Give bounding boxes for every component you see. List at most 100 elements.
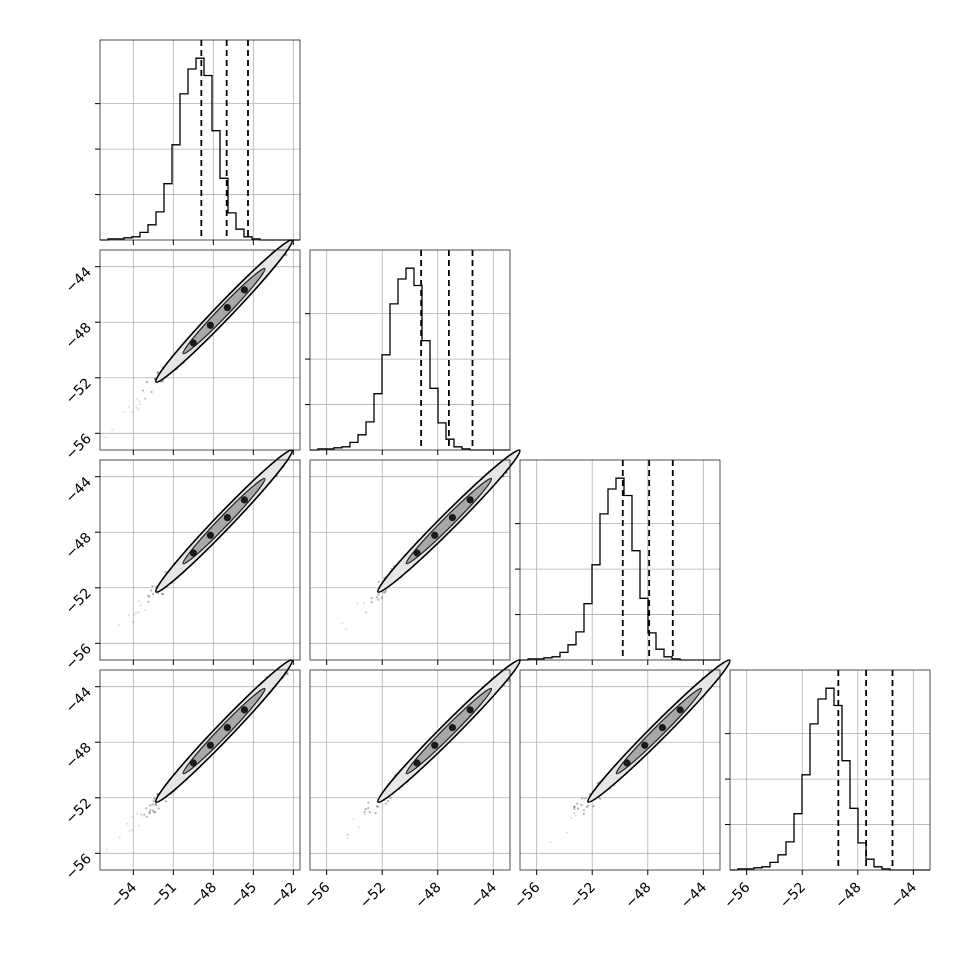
sample-point <box>367 801 370 804</box>
x-tick-label: −45 <box>228 880 260 912</box>
sample-point <box>157 807 160 810</box>
x-tick-label: −48 <box>622 880 654 912</box>
y-tick-label: −56 <box>63 431 95 463</box>
sample-point <box>162 593 165 596</box>
sample-point <box>151 803 154 806</box>
sample-point <box>375 805 378 808</box>
sample-point <box>164 800 168 803</box>
sample-point <box>377 580 380 583</box>
panel-background <box>100 460 300 660</box>
sample-point <box>156 372 159 375</box>
sample-point <box>364 610 367 614</box>
histogram-step <box>310 267 510 451</box>
sample-point <box>137 600 140 603</box>
histogram-step <box>730 687 930 871</box>
density-peak <box>431 741 439 749</box>
density-peak <box>189 759 197 767</box>
sample-point <box>147 600 150 603</box>
density-peak <box>641 741 649 749</box>
sample-point <box>574 814 577 817</box>
scatter-panel-3-1: −56 −52 −48 −44 <box>301 659 521 912</box>
histogram-step <box>100 57 300 241</box>
hist-panel-3: −56 −52 −48 −44 <box>721 669 931 912</box>
sample-point <box>117 624 120 627</box>
x-tick-label: −52 <box>357 880 389 912</box>
sample-point <box>104 435 107 439</box>
y-tick-label: −52 <box>63 585 95 617</box>
x-tick-label: −44 <box>678 879 710 911</box>
sample-point <box>358 826 361 829</box>
sample-point <box>384 802 387 805</box>
sample-point <box>150 589 153 592</box>
density-peak <box>206 531 214 539</box>
sample-point <box>161 379 164 383</box>
sample-point <box>131 410 134 413</box>
sample-point <box>380 596 383 599</box>
sample-point <box>580 803 583 807</box>
sample-point <box>139 813 142 816</box>
scatter-panel-1-0: −44 −48 −52 −56 <box>63 239 301 463</box>
sample-point <box>573 807 576 811</box>
sample-point <box>384 591 387 594</box>
panel-frame <box>309 249 511 451</box>
sample-point <box>141 389 145 392</box>
sample-point <box>587 804 590 807</box>
scatter-panel-2-1 <box>309 449 521 665</box>
sample-point <box>151 585 154 588</box>
panel-background <box>310 250 510 450</box>
sample-point <box>367 807 370 810</box>
x-tick-label: −48 <box>832 880 864 912</box>
sample-point <box>375 596 378 599</box>
sample-point <box>346 836 349 840</box>
density-peak <box>223 303 231 312</box>
sample-point <box>599 797 602 800</box>
sample-point <box>370 597 373 600</box>
sample-point <box>105 849 108 852</box>
sample-point <box>377 598 380 601</box>
sample-point <box>135 812 138 815</box>
sample-point <box>143 813 146 816</box>
sample-point <box>384 589 387 592</box>
sample-point <box>153 377 156 380</box>
panel-frame <box>99 459 301 661</box>
y-tick-label: −44 <box>63 684 95 716</box>
sample-point <box>147 594 150 597</box>
sample-point <box>582 809 586 812</box>
sample-point <box>382 591 385 594</box>
panel-frame <box>519 459 721 661</box>
sample-point <box>549 840 552 844</box>
x-tick-label: −51 <box>148 880 180 912</box>
y-tick-label: −56 <box>63 851 95 883</box>
panel-background <box>730 670 930 870</box>
sample-point <box>144 608 147 611</box>
y-tick-label: −44 <box>63 474 95 506</box>
sample-point <box>345 628 348 631</box>
sample-point <box>572 805 576 808</box>
x-tick-label: −44 <box>888 879 920 911</box>
sample-point <box>157 592 160 595</box>
density-peak <box>206 321 214 329</box>
scatter-panel-2-0: −44 −48 −52 −56 <box>63 449 301 673</box>
x-tick-label: −56 <box>721 879 753 911</box>
sample-point <box>363 813 367 816</box>
sample-point <box>145 815 148 818</box>
panel-frame <box>99 669 301 871</box>
sample-point <box>363 810 366 813</box>
x-tick-label: −44 <box>468 879 500 911</box>
histogram-step <box>520 477 720 661</box>
sample-point <box>152 800 155 803</box>
panel-frame <box>729 669 931 871</box>
density-peak <box>413 759 421 767</box>
sample-point <box>144 397 147 400</box>
sample-point <box>148 595 151 598</box>
x-tick-label: −54 <box>108 879 140 911</box>
y-tick-label: −48 <box>63 530 95 562</box>
sample-point <box>155 804 158 807</box>
sample-point <box>122 411 125 414</box>
panel-background <box>520 460 720 660</box>
y-tick-label: −52 <box>63 375 95 407</box>
panel-background <box>100 670 300 870</box>
hist-panel-2 <box>515 459 721 665</box>
panel-background <box>100 250 300 450</box>
